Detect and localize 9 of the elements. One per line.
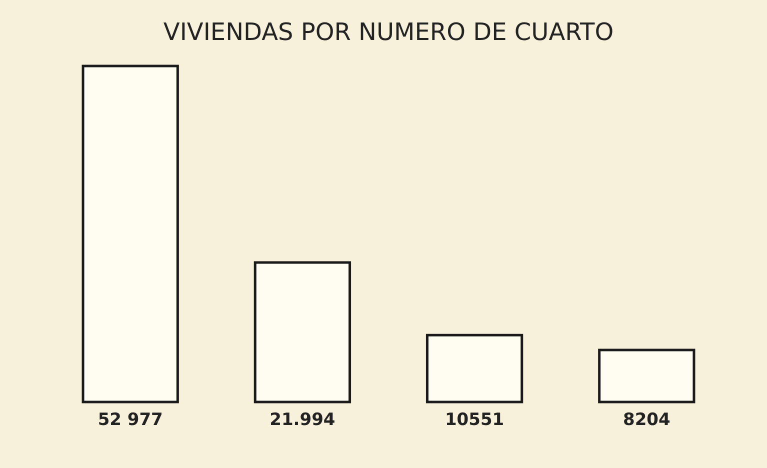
data-label: 8204: [622, 410, 670, 430]
bar: [254, 261, 352, 404]
chart-title: VIVIENDAS POR NUMERO DE CUARTO: [163, 18, 614, 46]
data-label: 21.994: [270, 410, 336, 430]
data-label: 52 977: [98, 410, 163, 430]
bar: [82, 64, 179, 404]
bar: [598, 348, 696, 404]
data-label: 10551: [444, 410, 504, 430]
bar: [426, 334, 524, 404]
